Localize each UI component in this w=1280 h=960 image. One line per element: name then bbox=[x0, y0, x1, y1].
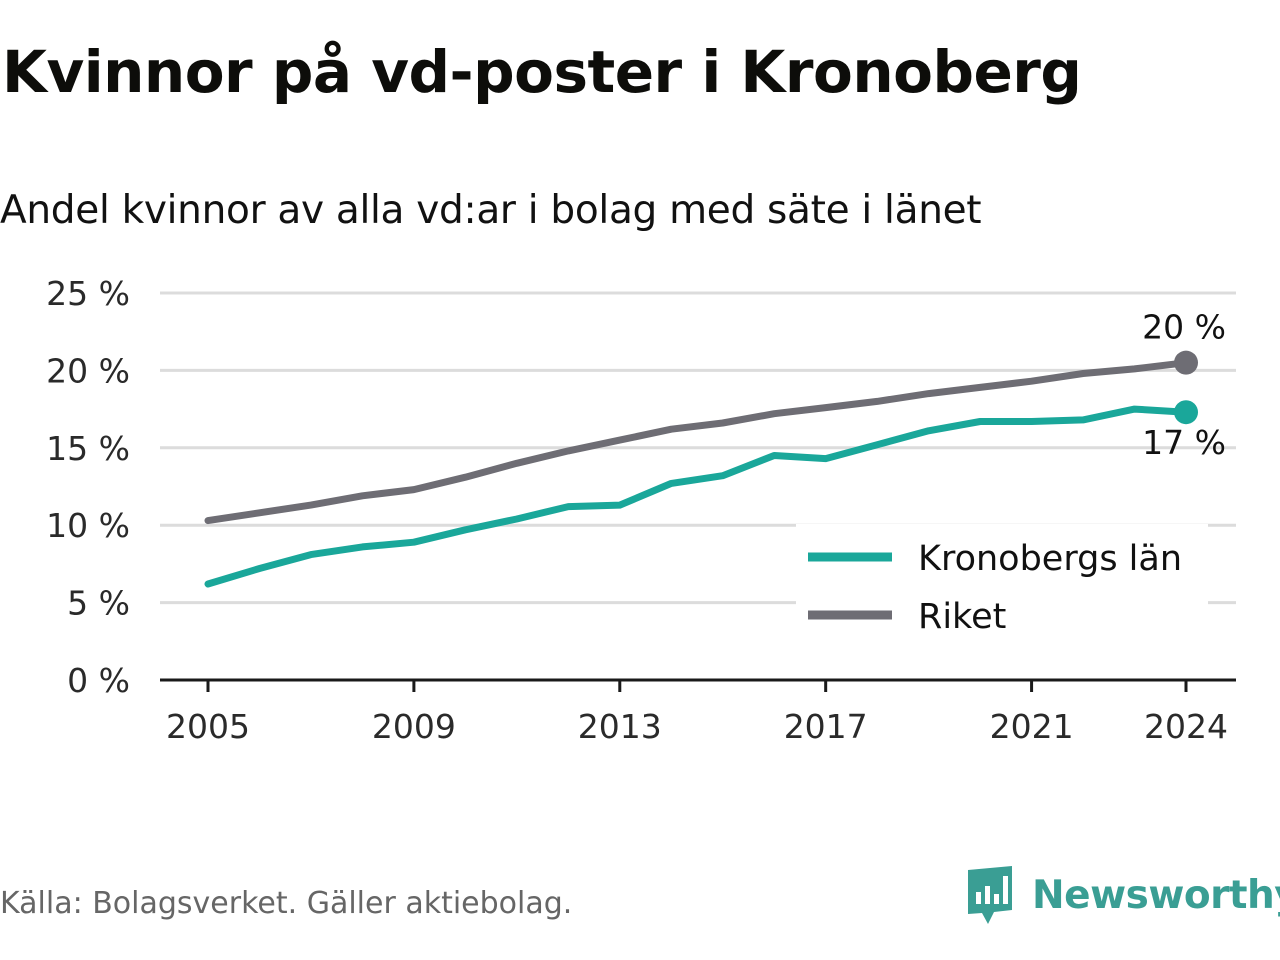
legend-label: Kronobergs län bbox=[918, 539, 1182, 579]
x-tick-label: 2021 bbox=[990, 707, 1074, 746]
series-line bbox=[204, 359, 1190, 525]
legend-label: Riket bbox=[918, 597, 1006, 637]
y-axis-tick-labels: 0 % 5 % 10 % 15 % 20 % 25 % bbox=[46, 274, 130, 700]
y-tick-label: 5 % bbox=[67, 584, 130, 623]
series-end-marker bbox=[1174, 350, 1198, 375]
y-tick-label: 0 % bbox=[67, 661, 130, 700]
series-lines bbox=[204, 350, 1198, 588]
newsworthy-brand: Newsworthy bbox=[964, 864, 1280, 926]
legend-background bbox=[796, 524, 1208, 648]
x-tick-label: 2017 bbox=[784, 707, 868, 746]
legend: Kronobergs län Riket bbox=[796, 524, 1208, 648]
x-tick-label: 2009 bbox=[372, 707, 456, 746]
series-line bbox=[204, 405, 1190, 588]
x-axis bbox=[160, 678, 1236, 692]
y-tick-label: 25 % bbox=[46, 274, 130, 313]
end-label: 17 % bbox=[1142, 423, 1226, 462]
chart-title: Kvinnor på vd-poster i Kronoberg bbox=[2, 38, 1082, 106]
newsworthy-logo-icon bbox=[968, 866, 1012, 924]
y-tick-label: 10 % bbox=[46, 506, 130, 545]
x-tick-label: 2024 bbox=[1144, 707, 1228, 746]
source-note: Källa: Bolagsverket. Gäller aktiebolag. bbox=[0, 886, 573, 921]
brand-name: Newsworthy bbox=[1032, 872, 1280, 918]
series-end-marker bbox=[1174, 400, 1198, 425]
end-value-labels: 20 % 17 % bbox=[1142, 308, 1226, 463]
x-tick-label: 2013 bbox=[578, 707, 662, 746]
y-tick-label: 15 % bbox=[46, 429, 130, 468]
chart-subtitle: Andel kvinnor av alla vd:ar i bolag med … bbox=[0, 188, 982, 233]
x-axis-tick-labels: 2005 2009 2013 2017 2021 2024 bbox=[166, 707, 1228, 746]
end-label: 20 % bbox=[1142, 308, 1226, 347]
line-chart: 0 %5 %10 %15 %20 %25 % 2005 2009 2013 2017 2… bbox=[46, 274, 1236, 746]
x-tick-label: 2005 bbox=[166, 707, 250, 746]
y-tick-label: 20 % bbox=[46, 351, 130, 390]
